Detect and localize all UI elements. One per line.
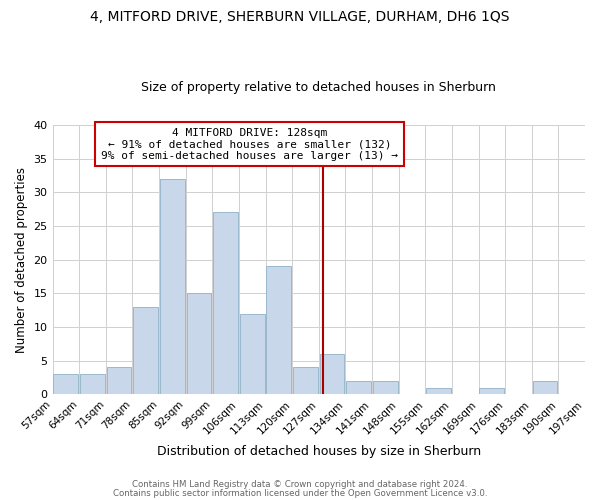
Bar [213, 212, 238, 394]
Bar [133, 307, 158, 394]
Bar [53, 374, 78, 394]
Bar [266, 266, 291, 394]
Bar [346, 381, 371, 394]
Bar [80, 374, 105, 394]
Text: 4 MITFORD DRIVE: 128sqm
← 91% of detached houses are smaller (132)
9% of semi-de: 4 MITFORD DRIVE: 128sqm ← 91% of detache… [101, 128, 398, 160]
Bar [479, 388, 504, 394]
Title: Size of property relative to detached houses in Sherburn: Size of property relative to detached ho… [142, 82, 496, 94]
Bar [533, 381, 557, 394]
Y-axis label: Number of detached properties: Number of detached properties [15, 166, 28, 352]
Bar [107, 368, 131, 394]
Bar [187, 294, 211, 394]
X-axis label: Distribution of detached houses by size in Sherburn: Distribution of detached houses by size … [157, 444, 481, 458]
Bar [426, 388, 451, 394]
Text: 4, MITFORD DRIVE, SHERBURN VILLAGE, DURHAM, DH6 1QS: 4, MITFORD DRIVE, SHERBURN VILLAGE, DURH… [90, 10, 510, 24]
Bar [240, 314, 265, 394]
Bar [373, 381, 398, 394]
Bar [160, 179, 185, 394]
Text: Contains HM Land Registry data © Crown copyright and database right 2024.: Contains HM Land Registry data © Crown c… [132, 480, 468, 489]
Text: Contains public sector information licensed under the Open Government Licence v3: Contains public sector information licen… [113, 488, 487, 498]
Bar [293, 368, 318, 394]
Bar [320, 354, 344, 395]
